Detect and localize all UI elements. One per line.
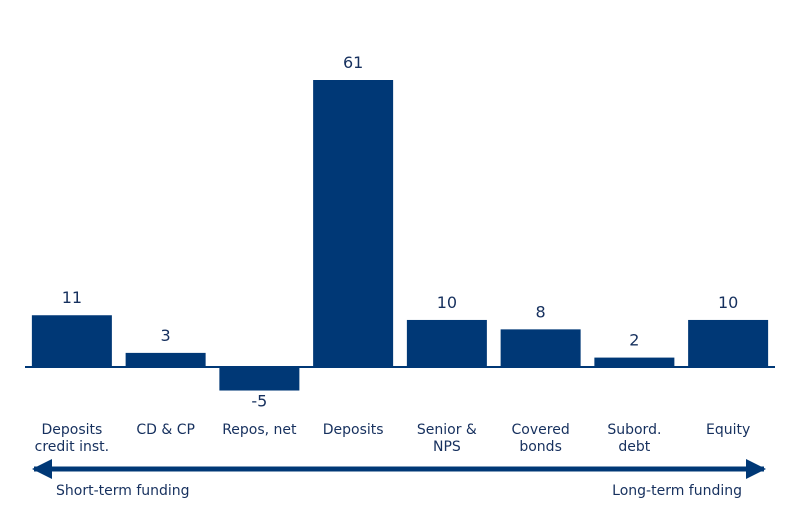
value-label: 8 [536, 302, 546, 321]
x-tick-label: Senior & [417, 422, 477, 438]
value-label: 3 [161, 326, 171, 345]
bar [219, 367, 300, 391]
bar [313, 80, 394, 367]
x-tick-label: Deposits [323, 422, 384, 438]
value-label: 10 [437, 293, 457, 312]
value-label: 10 [718, 293, 738, 312]
bar [594, 357, 675, 367]
x-tick-label: debt [618, 439, 650, 455]
value-label: 2 [629, 331, 639, 350]
bar [125, 352, 206, 367]
x-tick-label: CD & CP [136, 422, 195, 438]
x-tick-label: Repos, net [222, 422, 297, 438]
x-tick-label: Equity [706, 422, 750, 438]
x-tick-label: bonds [519, 439, 562, 455]
annotation: Long-term funding [612, 483, 742, 499]
x-tick-label: credit inst. [35, 439, 109, 455]
x-tick-label: Deposits [41, 422, 102, 438]
bar [688, 319, 769, 367]
x-tick-label: Covered [512, 422, 570, 438]
bar [31, 315, 112, 367]
value-label: 61 [343, 53, 363, 72]
bar [406, 319, 487, 367]
x-tick-label: NPS [433, 439, 461, 455]
value-label: -5 [251, 392, 267, 411]
annotation: Short-term funding [56, 483, 190, 499]
bar [500, 329, 581, 367]
x-tick-label: Subord. [607, 422, 661, 438]
value-label: 11 [62, 288, 82, 307]
